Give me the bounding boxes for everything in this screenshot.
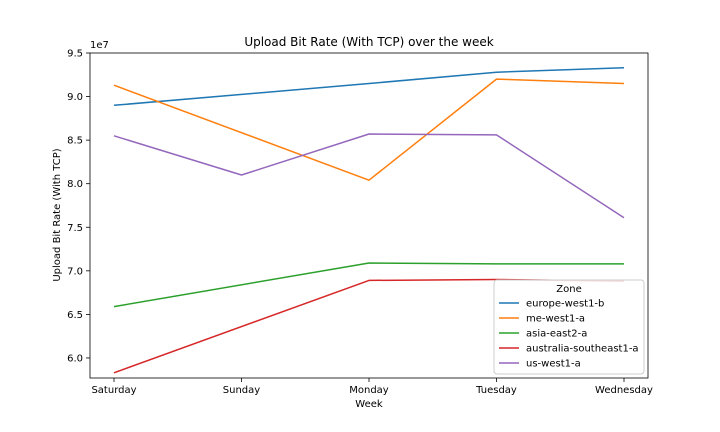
- legend-title: Zone: [556, 284, 581, 295]
- series-line-asia-east2-a: [113, 262, 624, 308]
- y-axis-label: Upload Bit Rate (With TCP): [52, 148, 63, 281]
- x-tick-label: Wednesday: [595, 385, 653, 396]
- series-line-europe-west1-b: [113, 67, 625, 107]
- x-tick-label: Tuesday: [475, 385, 517, 396]
- legend-item-label: australia-southeast1-a: [526, 344, 639, 355]
- y-tick-label: 6.0: [67, 353, 83, 364]
- legend-item-label: europe-west1-b: [526, 299, 604, 310]
- legend-box: [493, 279, 645, 375]
- legend-item-label: us-west1-a: [526, 359, 581, 370]
- x-axis-label: Week: [355, 399, 383, 410]
- x-tick-label: Sunday: [223, 385, 260, 396]
- x-tick-label: Saturday: [91, 385, 136, 396]
- y-tick-label: 8.0: [67, 179, 83, 190]
- y-tick-label: 9.0: [67, 92, 83, 103]
- series-line-us-west1-a: [113, 133, 625, 219]
- y-tick-label: 9.5: [67, 49, 83, 60]
- x-axis: Saturday Sunday Monday Tuesday Wednesday: [91, 378, 653, 396]
- series-line-me-west1-a: [113, 78, 625, 181]
- chart-title: Upload Bit Rate (With TCP) over the week: [244, 35, 493, 49]
- y-axis: 6.0 6.5 7.0 7.5 8.0 8.5 9.0 9.5: [67, 49, 90, 364]
- y-offset-text: 1e7: [90, 40, 109, 51]
- x-tick-label: Monday: [349, 385, 389, 396]
- y-tick-label: 7.5: [67, 223, 83, 234]
- legend-item-label: asia-east2-a: [526, 329, 587, 340]
- y-tick-label: 6.5: [67, 310, 83, 321]
- legend: Zone europe-west1-b me-west1-a asia-east2-a…: [493, 279, 645, 375]
- y-tick-label: 7.0: [67, 266, 83, 277]
- y-tick-label: 8.5: [67, 136, 83, 147]
- legend-item-label: me-west1-a: [526, 314, 585, 325]
